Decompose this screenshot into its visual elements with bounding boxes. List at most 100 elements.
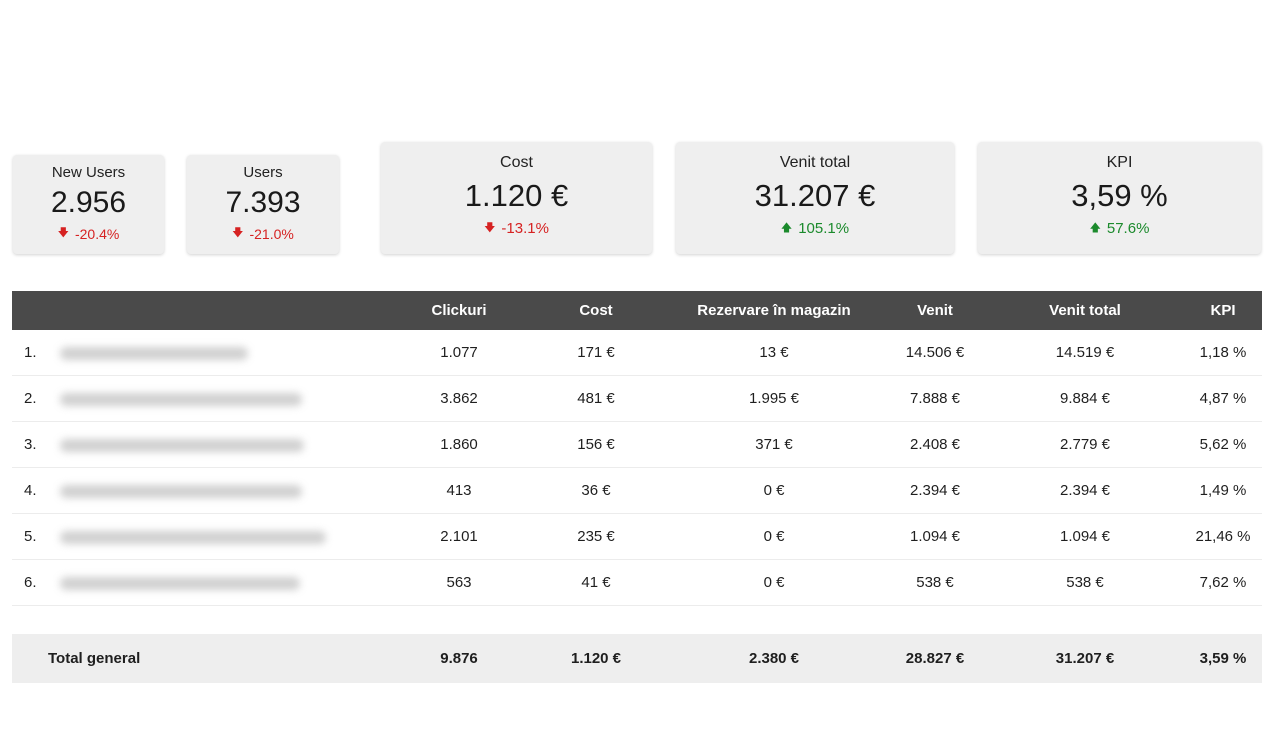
cell-venit-total: 14.519 € (1055, 344, 1115, 361)
scorecard-value: 1.120 € (464, 178, 569, 213)
table-row[interactable]: 5. 2.101 235 € 0 € 1.094 € 1.094 € 21,46… (12, 514, 1262, 560)
column-header-venit-total[interactable]: Venit total (1049, 302, 1121, 319)
row-index: 6. (24, 574, 37, 591)
cell-kpi: 1,18 % (1199, 344, 1247, 361)
column-header-rezervare[interactable]: Rezervare în magazin (697, 302, 851, 319)
column-header-venit[interactable]: Venit (917, 302, 953, 319)
campaign-table: Clickuri Cost Rezervare în magazin Venit… (12, 291, 1262, 606)
cell-venit: 14.506 € (905, 344, 965, 361)
delta-value: 57.6% (1106, 220, 1150, 237)
redacted-name (60, 347, 248, 360)
table-total-row: Total general 9.876 1.120 € 2.380 € 28.8… (12, 634, 1262, 683)
total-label: Total general (48, 650, 141, 667)
cell-clicks: 413 (446, 482, 472, 499)
table-header: Clickuri Cost Rezervare în magazin Venit… (12, 291, 1262, 330)
cell-kpi: 21,46 % (1195, 528, 1251, 545)
scorecard-delta: 🡇 -21.0% (187, 224, 339, 243)
cell-venit-total: 538 € (1066, 574, 1104, 591)
cell-cost: 481 € (577, 390, 615, 407)
cell-kpi: 4,87 % (1199, 390, 1247, 407)
cell-kpi: 5,62 % (1199, 436, 1247, 453)
cell-rezervare: 13 € (759, 344, 789, 361)
scorecard-new-users[interactable]: New Users 2.956 🡇 -20.4% (13, 155, 164, 254)
cell-rezervare: 1.995 € (748, 390, 800, 407)
cell-cost: 235 € (577, 528, 615, 545)
scorecard-delta: 🡅 57.6% (978, 219, 1261, 238)
cell-rezervare: 0 € (763, 574, 785, 591)
arrow-up-icon: 🡅 (1089, 222, 1101, 234)
cell-venit-total: 1.094 € (1059, 528, 1111, 545)
delta-value: -21.0% (249, 225, 294, 242)
row-index: 2. (24, 390, 37, 407)
column-header-cost[interactable]: Cost (579, 302, 613, 319)
redacted-name (60, 393, 302, 406)
table-row[interactable]: 1. 1.077 171 € 13 € 14.506 € 14.519 € 1,… (12, 330, 1262, 376)
table-row[interactable]: 2. 3.862 481 € 1.995 € 7.888 € 9.884 € 4… (12, 376, 1262, 422)
arrow-up-icon: 🡅 (780, 222, 793, 234)
scorecard-cost[interactable]: Cost 1.120 € 🡇 -13.1% (381, 142, 652, 254)
scorecard-value: 31.207 € (754, 178, 876, 213)
total-clicks: 9.876 (440, 650, 478, 667)
delta-value: 105.1% (798, 220, 850, 237)
cell-venit-total: 2.394 € (1059, 482, 1111, 499)
column-header-clickuri[interactable]: Clickuri (431, 302, 487, 319)
cell-clicks: 1.077 (440, 344, 478, 361)
row-index: 1. (24, 344, 37, 361)
column-header-kpi[interactable]: KPI (1210, 302, 1236, 319)
cell-venit-total: 2.779 € (1059, 436, 1111, 453)
redacted-name (60, 485, 302, 498)
row-index: 4. (24, 482, 37, 499)
scorecard-label: KPI (1106, 154, 1133, 171)
cell-clicks: 563 (446, 574, 472, 591)
scorecard-delta: 🡅 105.1% (676, 219, 954, 238)
total-cost: 1.120 € (570, 650, 622, 667)
scorecard-delta: 🡇 -20.4% (13, 224, 164, 243)
cell-venit: 2.394 € (909, 482, 961, 499)
cell-rezervare: 0 € (763, 528, 785, 545)
cell-venit: 2.408 € (909, 436, 961, 453)
cell-rezervare: 371 € (755, 436, 793, 453)
redacted-name (60, 577, 300, 590)
delta-value: -13.1% (501, 220, 549, 237)
cell-clicks: 3.862 (440, 390, 478, 407)
delta-value: -20.4% (74, 225, 120, 242)
scorecard-kpi[interactable]: KPI 3,59 % 🡅 57.6% (978, 142, 1261, 254)
cell-kpi: 1,49 % (1199, 482, 1247, 499)
scorecard-label: Cost (500, 154, 533, 171)
redacted-name (60, 439, 304, 452)
table-row[interactable]: 3. 1.860 156 € 371 € 2.408 € 2.779 € 5,6… (12, 422, 1262, 468)
scorecard-value: 2.956 (50, 186, 127, 219)
cell-kpi: 7,62 % (1199, 574, 1247, 591)
redacted-name (60, 531, 326, 544)
cell-venit-total: 9.884 € (1059, 390, 1111, 407)
row-index: 5. (24, 528, 37, 545)
total-rezervare: 2.380 € (748, 650, 800, 667)
cell-venit: 538 € (916, 574, 954, 591)
arrow-down-icon: 🡇 (232, 227, 244, 239)
scorecard-label: New Users (51, 164, 126, 181)
scorecard-value: 3,59 % (1071, 178, 1168, 213)
scorecard-label: Venit total (779, 154, 851, 171)
table-row[interactable]: 4. 413 36 € 0 € 2.394 € 2.394 € 1,49 % (12, 468, 1262, 514)
arrow-down-icon: 🡇 (484, 222, 496, 234)
cell-cost: 36 € (581, 482, 611, 499)
scorecard-venit-total[interactable]: Venit total 31.207 € 🡅 105.1% (676, 142, 954, 254)
scorecard-delta: 🡇 -13.1% (381, 219, 652, 238)
arrow-down-icon: 🡇 (57, 227, 69, 239)
total-venit: 28.827 € (905, 650, 965, 667)
total-kpi: 3,59 % (1199, 650, 1247, 667)
cell-cost: 156 € (577, 436, 615, 453)
scorecard-value: 7.393 (225, 186, 301, 219)
cell-clicks: 1.860 (440, 436, 478, 453)
cell-cost: 41 € (581, 574, 611, 591)
scorecard-label: Users (243, 164, 283, 181)
row-index: 3. (24, 436, 37, 453)
scorecard-users[interactable]: Users 7.393 🡇 -21.0% (187, 155, 339, 254)
total-venit-total: 31.207 € (1055, 650, 1115, 667)
cell-rezervare: 0 € (763, 482, 785, 499)
cell-venit: 1.094 € (909, 528, 961, 545)
table-row[interactable]: 6. 563 41 € 0 € 538 € 538 € 7,62 % (12, 560, 1262, 606)
cell-cost: 171 € (577, 344, 615, 361)
cell-venit: 7.888 € (909, 390, 961, 407)
cell-clicks: 2.101 (440, 528, 478, 545)
